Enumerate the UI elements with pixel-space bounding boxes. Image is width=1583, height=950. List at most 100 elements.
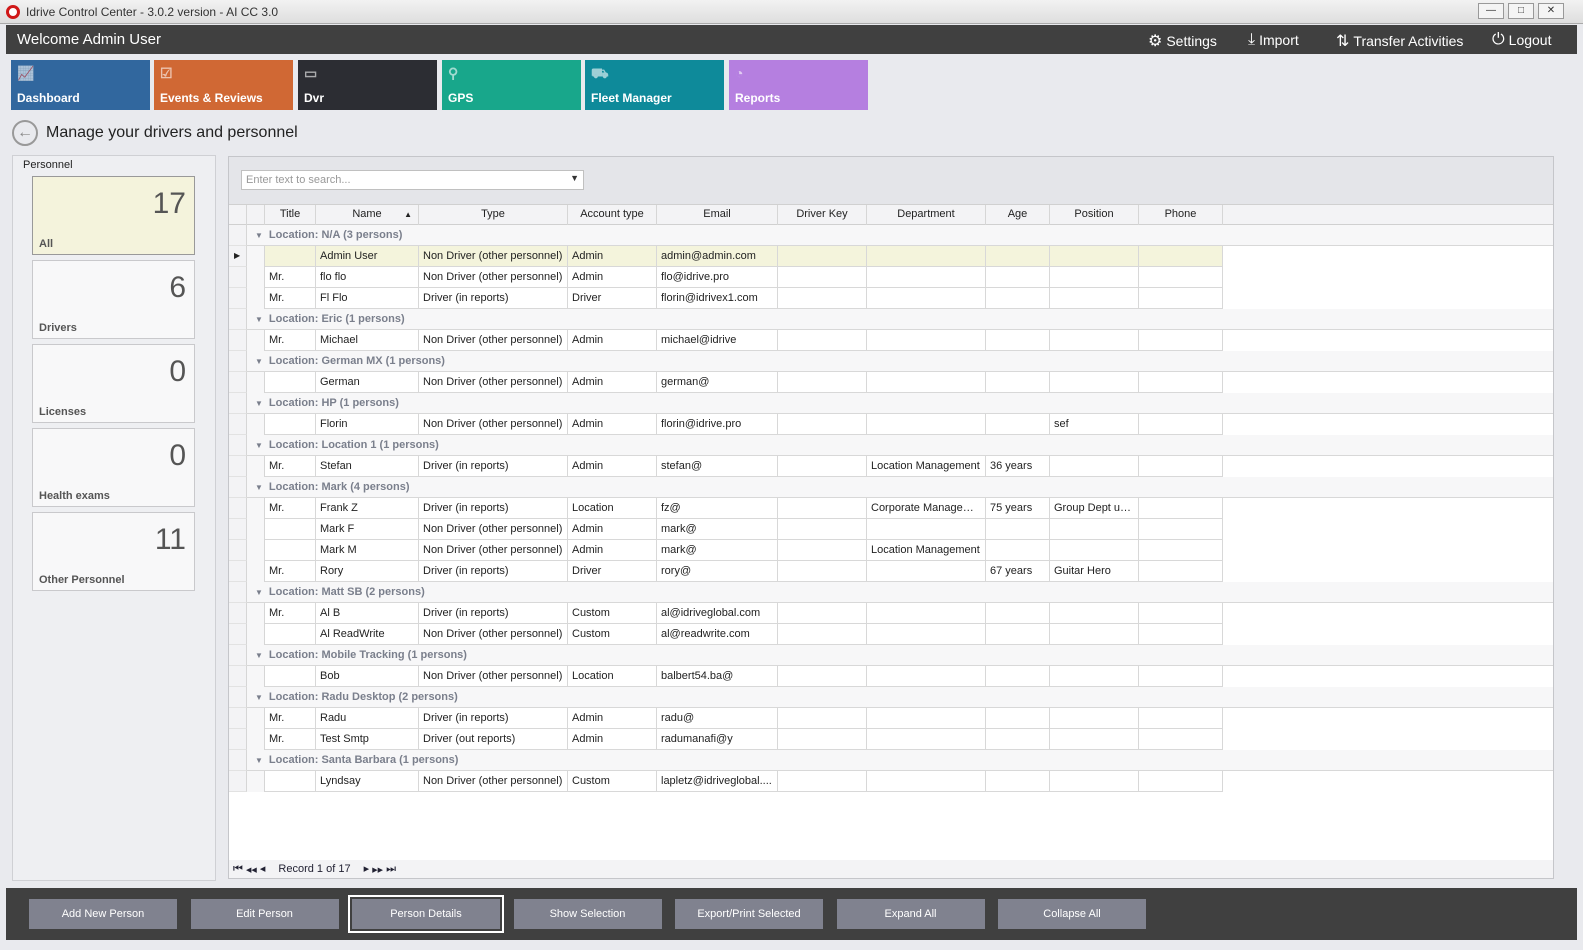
cell-account-type[interactable]: Location (568, 498, 657, 519)
cell-email[interactable]: balbert54.ba@ (657, 666, 778, 687)
table-row[interactable]: Al ReadWrite Non Driver (other personnel)… (229, 624, 1553, 645)
collapse-chevron-icon[interactable]: ▼ (255, 441, 263, 450)
cell-name[interactable]: Admin User (316, 246, 419, 267)
cell-age[interactable] (986, 540, 1050, 561)
cell-position[interactable] (1050, 708, 1139, 729)
import-link[interactable]: ⤓ Import (1248, 31, 1299, 49)
collapse-chevron-icon[interactable]: ▼ (255, 357, 263, 366)
column-header-email[interactable]: Email (657, 205, 778, 225)
back-arrow-icon[interactable]: ← (12, 120, 38, 146)
cell-age[interactable] (986, 666, 1050, 687)
cell-name[interactable]: Michael (316, 330, 419, 351)
cell-position[interactable] (1050, 771, 1139, 792)
cell-department[interactable] (867, 771, 986, 792)
table-row[interactable]: Mr. Fl Flo Driver (in reports) Driver florin… (229, 288, 1553, 309)
cell-title[interactable]: Mr. (265, 267, 316, 288)
cell-phone[interactable] (1139, 267, 1223, 288)
close-button[interactable]: ✕ (1538, 3, 1564, 19)
cell-phone[interactable] (1139, 624, 1223, 645)
cell-title[interactable]: Mr. (265, 708, 316, 729)
cell-account-type[interactable]: Admin (568, 372, 657, 393)
cell-title[interactable]: Mr. (265, 729, 316, 750)
cell-phone[interactable] (1139, 519, 1223, 540)
cell-type[interactable]: Driver (in reports) (419, 708, 568, 729)
cell-driver-key[interactable] (778, 456, 867, 477)
personnel-card-drivers[interactable]: 6 Drivers (32, 260, 195, 339)
cell-department[interactable] (867, 330, 986, 351)
cell-email[interactable]: al@idriveglobal.com (657, 603, 778, 624)
collapse-chevron-icon[interactable]: ▼ (255, 315, 263, 324)
cell-age[interactable] (986, 372, 1050, 393)
cell-position[interactable] (1050, 603, 1139, 624)
group-row[interactable]: ▼ Location: Mobile Tracking (1 persons) (229, 645, 1553, 666)
cell-driver-key[interactable] (778, 666, 867, 687)
cell-phone[interactable] (1139, 708, 1223, 729)
cell-phone[interactable] (1139, 729, 1223, 750)
transfer-activities-link[interactable]: ⇅ Transfer Activities (1336, 31, 1463, 51)
cell-position[interactable]: Guitar Hero (1050, 561, 1139, 582)
cell-position[interactable] (1050, 372, 1139, 393)
collapse-chevron-icon[interactable]: ▼ (255, 399, 263, 408)
cell-department[interactable]: Corporate Managem... (867, 498, 986, 519)
cell-name[interactable]: Mark F (316, 519, 419, 540)
cell-type[interactable]: Driver (in reports) (419, 603, 568, 624)
cell-phone[interactable] (1139, 372, 1223, 393)
last-record-button[interactable]: ⏭ (386, 863, 396, 875)
collapse-chevron-icon[interactable]: ▼ (255, 651, 263, 660)
cell-email[interactable]: lapletz@idriveglobal.... (657, 771, 778, 792)
next-page-button[interactable]: ▶▶ (372, 867, 383, 874)
search-input[interactable]: Enter text to search... ▼ (241, 170, 584, 190)
cell-driver-key[interactable] (778, 414, 867, 435)
cell-title[interactable]: Mr. (265, 498, 316, 519)
cell-phone[interactable] (1139, 456, 1223, 477)
prev-record-button[interactable]: ◂ (259, 863, 266, 875)
cell-department[interactable] (867, 666, 986, 687)
cell-title[interactable] (265, 519, 316, 540)
table-row[interactable]: Mr. Frank Z Driver (in reports) Location fz@… (229, 498, 1553, 519)
personnel-card-health-exams[interactable]: 0 Health exams (32, 428, 195, 507)
cell-type[interactable]: Driver (in reports) (419, 561, 568, 582)
cell-position[interactable]: Group Dept user (1050, 498, 1139, 519)
cell-title[interactable]: Mr. (265, 330, 316, 351)
cell-account-type[interactable]: Admin (568, 729, 657, 750)
cell-email[interactable]: flo@idrive.pro (657, 267, 778, 288)
cell-age[interactable] (986, 267, 1050, 288)
collapse-chevron-icon[interactable]: ▼ (255, 756, 263, 765)
table-row[interactable]: Mr. Test Smtp Driver (out reports) Admin rad… (229, 729, 1553, 750)
cell-type[interactable]: Non Driver (other personnel) (419, 540, 568, 561)
cell-account-type[interactable]: Admin (568, 267, 657, 288)
cell-account-type[interactable]: Admin (568, 414, 657, 435)
group-label[interactable]: ▼ Location: Radu Desktop (2 persons) (247, 687, 1553, 708)
cell-department[interactable] (867, 267, 986, 288)
cell-driver-key[interactable] (778, 498, 867, 519)
table-row[interactable]: ▶ Admin User Non Driver (other personnel) A… (229, 246, 1553, 267)
cell-age[interactable] (986, 624, 1050, 645)
cell-department[interactable]: Location Management (867, 540, 986, 561)
personnel-card-other-personnel[interactable]: 11 Other Personnel (32, 512, 195, 591)
add-new-person-button[interactable]: Add New Person (29, 899, 177, 929)
cell-driver-key[interactable] (778, 267, 867, 288)
first-record-button[interactable]: ⏮ (233, 863, 243, 875)
cell-driver-key[interactable] (778, 624, 867, 645)
cell-account-type[interactable]: Admin (568, 519, 657, 540)
chevron-down-icon[interactable]: ▼ (570, 173, 579, 183)
group-row[interactable]: ▼ Location: N/A (3 persons) (229, 225, 1553, 246)
cell-email[interactable]: mark@ (657, 540, 778, 561)
cell-account-type[interactable]: Custom (568, 603, 657, 624)
cell-name[interactable]: flo flo (316, 267, 419, 288)
cell-account-type[interactable]: Admin (568, 456, 657, 477)
cell-position[interactable] (1050, 246, 1139, 267)
group-row[interactable]: ▼ Location: Location 1 (1 persons) (229, 435, 1553, 456)
table-row[interactable]: Bob Non Driver (other personnel) Location b… (229, 666, 1553, 687)
cell-driver-key[interactable] (778, 561, 867, 582)
cell-position[interactable] (1050, 519, 1139, 540)
cell-phone[interactable] (1139, 498, 1223, 519)
group-label[interactable]: ▼ Location: Santa Barbara (1 persons) (247, 750, 1553, 771)
cell-department[interactable] (867, 414, 986, 435)
cell-department[interactable]: Location Management (867, 456, 986, 477)
cell-title[interactable] (265, 246, 316, 267)
cell-position[interactable] (1050, 330, 1139, 351)
cell-type[interactable]: Non Driver (other personnel) (419, 519, 568, 540)
cell-type[interactable]: Driver (in reports) (419, 498, 568, 519)
column-header-position[interactable]: Position (1050, 205, 1139, 225)
